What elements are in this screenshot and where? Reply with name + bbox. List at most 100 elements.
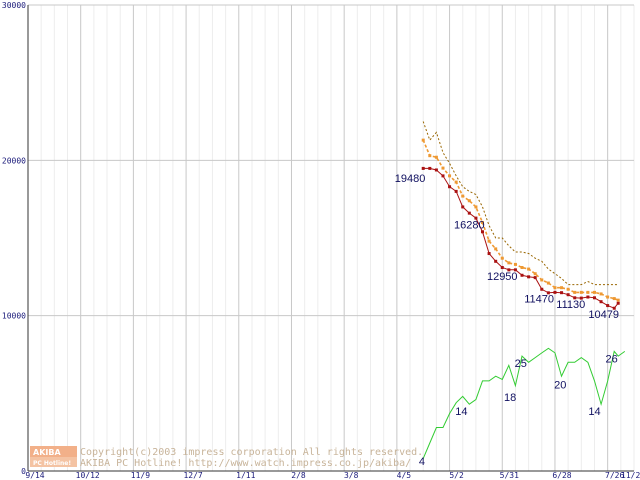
- series-point-min-price: [421, 166, 425, 170]
- series-point-avg-price: [566, 287, 570, 291]
- series-point-min-price: [533, 276, 537, 280]
- series-point-avg-price: [487, 239, 491, 243]
- series-point-avg-price: [579, 290, 583, 294]
- series-point-min-price: [612, 306, 616, 310]
- series-point-min-price: [461, 205, 465, 209]
- data-label: 11470: [524, 293, 554, 305]
- data-label: 25: [515, 358, 527, 370]
- x-tick-label: 4/5: [397, 471, 412, 480]
- akiba-logo-subtext: PC Hotline!: [33, 460, 71, 467]
- series-point-min-price: [467, 211, 471, 215]
- series-point-min-price: [579, 296, 583, 300]
- y-tick-label: 0: [21, 467, 26, 476]
- series-point-avg-price: [533, 272, 537, 276]
- x-tick-label: 11/29: [621, 471, 640, 480]
- series-point-avg-price: [421, 138, 425, 142]
- y-tick-label: 10000: [2, 312, 26, 321]
- series-point-avg-price: [527, 267, 531, 271]
- series-point-min-price: [513, 268, 517, 272]
- series-line-shop-count: [422, 347, 626, 459]
- series-point-min-price: [560, 291, 564, 295]
- x-axis-ticks: 9/14 10/12 11/9 12/7 1/11 2/8 3/8 4/5 5/2 5/31 6/2…: [25, 471, 640, 480]
- akiba-logo-text: AKIBA: [33, 448, 61, 457]
- series-point-avg-price: [586, 290, 590, 294]
- series-point-min-price: [616, 301, 620, 305]
- data-label: 16280: [454, 220, 485, 232]
- series-point-min-price: [520, 273, 524, 277]
- copyright-line-1: Copyright(c)2003 impress corporation All…: [80, 447, 423, 458]
- data-label: 14: [455, 406, 467, 418]
- data-label: 18: [504, 392, 516, 404]
- series-point-min-price: [599, 300, 603, 304]
- data-label: 4: [419, 456, 425, 468]
- series-point-avg-price: [434, 155, 438, 159]
- series-point-avg-price: [500, 256, 504, 260]
- series-point-min-price: [606, 304, 610, 308]
- series-point-avg-price: [573, 290, 577, 294]
- series-point-min-price: [507, 268, 511, 272]
- grid-lines: [27, 4, 635, 472]
- y-tick-label: 20000: [2, 156, 26, 165]
- series-point-min-price: [500, 266, 504, 270]
- series-point-avg-price: [592, 290, 596, 294]
- series-point-min-price: [553, 290, 557, 294]
- series-point-min-price: [481, 230, 484, 234]
- series-point-min-price: [441, 174, 445, 178]
- series-point-min-price: [573, 296, 577, 300]
- x-tick-label: 6/28: [552, 471, 571, 480]
- series-point-min-price: [428, 166, 432, 170]
- x-tick-label: 11/9: [131, 471, 150, 480]
- series-point-min-price: [474, 216, 478, 220]
- series-point-avg-price: [612, 297, 616, 301]
- series-point-avg-price: [441, 166, 445, 170]
- x-tick-label: 2/8: [291, 471, 306, 480]
- x-tick-label: 3/8: [344, 471, 359, 480]
- series-line-max-price: [422, 121, 619, 286]
- series-point-avg-price: [540, 278, 544, 282]
- series-point-min-price: [434, 168, 438, 172]
- data-series: [421, 121, 626, 459]
- series-point-avg-price: [494, 247, 498, 251]
- data-label: 14: [588, 406, 600, 418]
- data-label: 12950: [487, 271, 518, 283]
- series-point-min-price: [592, 296, 596, 300]
- series-point-min-price: [546, 291, 550, 295]
- y-axis-ticks: 0 10000 20000 30000: [2, 1, 26, 476]
- data-label: 20: [554, 380, 566, 392]
- series-point-avg-price: [546, 281, 550, 285]
- series-point-avg-price: [606, 295, 610, 299]
- series-point-min-price: [527, 275, 531, 279]
- x-tick-label: 12/7: [183, 471, 202, 480]
- x-tick-label: 9/14: [25, 471, 44, 480]
- series-point-min-price: [487, 252, 491, 256]
- series-point-avg-price: [474, 205, 478, 209]
- series-point-min-price: [494, 259, 498, 263]
- data-label: 19480: [395, 173, 426, 185]
- series-point-min-price: [448, 185, 452, 189]
- data-label: 26: [605, 353, 617, 365]
- akiba-logo-bottom: [30, 457, 77, 467]
- series-point-avg-price: [513, 262, 517, 266]
- x-tick-label: 10/12: [76, 471, 100, 480]
- akiba-logo-top: [30, 446, 77, 457]
- x-tick-label: 5/31: [500, 471, 519, 480]
- x-tick-label: 1/11: [236, 471, 255, 480]
- data-label: 11130: [556, 299, 585, 311]
- series-point-avg-price: [454, 180, 458, 184]
- series-point-avg-price: [467, 199, 471, 203]
- copyright-block: AKIBA PC Hotline! Copyright(c)2003 impre…: [30, 446, 423, 469]
- series-point-avg-price: [448, 174, 452, 178]
- x-tick-label: 7/26: [605, 471, 624, 480]
- copyright-line-2: AKIBA PC Hotline! http://www.watch.impre…: [80, 458, 411, 469]
- series-point-avg-price: [428, 154, 432, 158]
- series-point-avg-price: [553, 286, 557, 290]
- series-point-min-price: [454, 189, 458, 193]
- data-label: 10479: [588, 309, 619, 321]
- x-tick-label: 5/2: [449, 471, 464, 480]
- series-point-avg-price: [520, 266, 524, 270]
- series-point-min-price: [540, 287, 544, 291]
- series-point-min-price: [586, 295, 590, 299]
- series-point-avg-price: [461, 194, 465, 198]
